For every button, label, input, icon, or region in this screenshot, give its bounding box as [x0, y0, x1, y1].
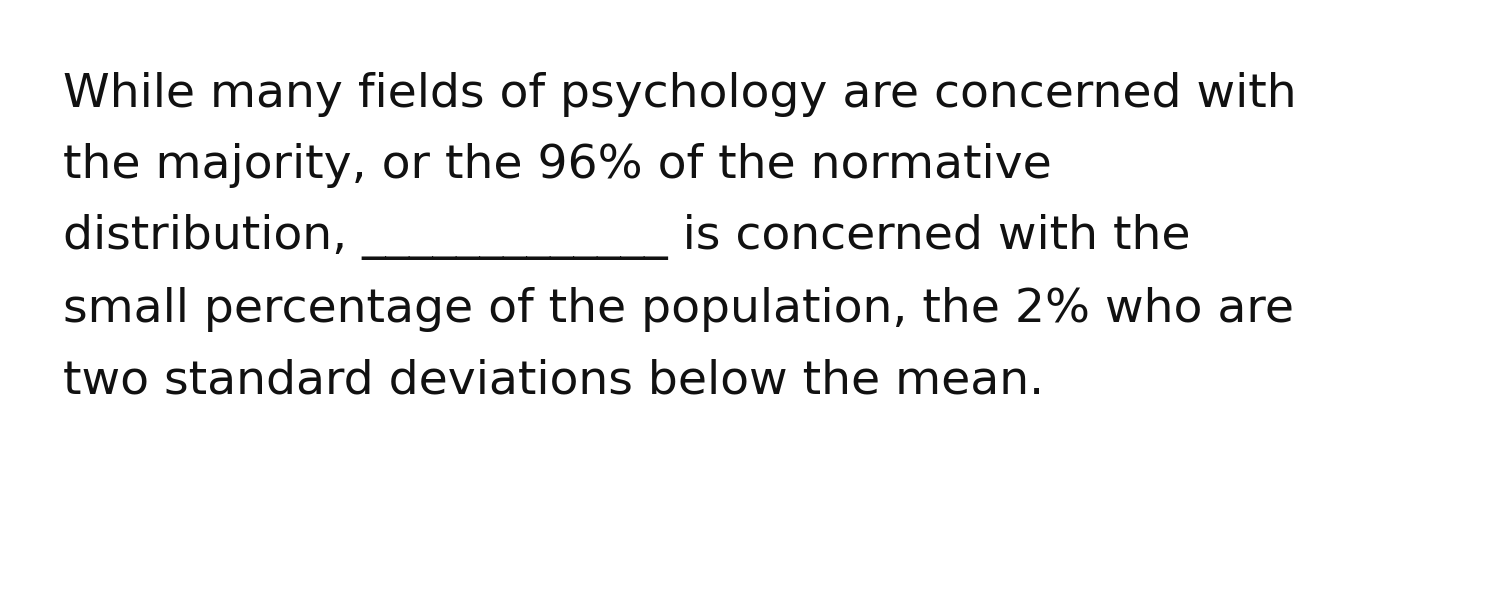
- Text: While many fields of psychology are concerned with
the majority, or the 96% of t: While many fields of psychology are conc…: [63, 72, 1296, 403]
